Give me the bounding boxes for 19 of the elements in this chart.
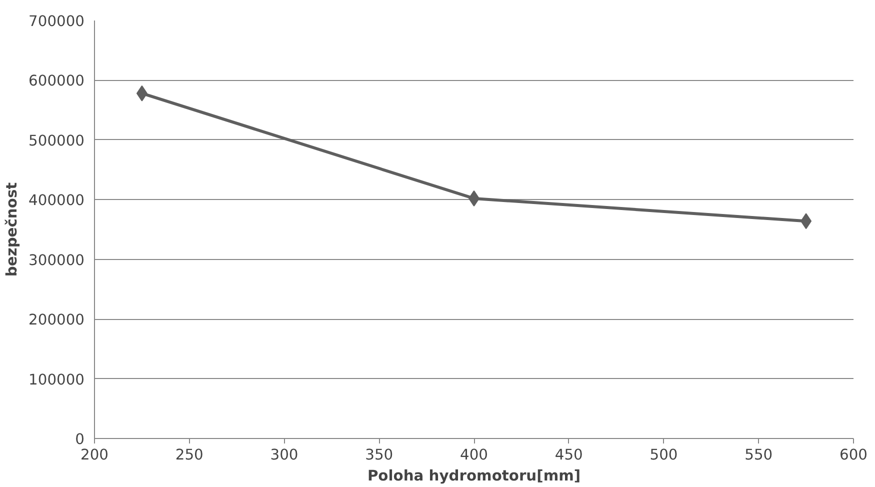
x-tick-label: 350 — [365, 446, 394, 464]
x-tick-label: 600 — [840, 446, 868, 464]
x-tick-label: 300 — [270, 446, 298, 464]
x-tick-label: 200 — [80, 446, 108, 464]
y-axis-title: bezpečnost — [4, 182, 21, 277]
y-tick-label: 100000 — [28, 371, 85, 388]
y-tick-label: 500000 — [28, 132, 85, 150]
y-tick-label: 0 — [75, 431, 85, 448]
y-tick-label: 600000 — [28, 72, 85, 90]
y-tick-label: 400000 — [28, 192, 85, 210]
x-axis-title: Poloha hydromotoru[mm] — [367, 468, 581, 484]
x-tick-label: 550 — [744, 446, 773, 464]
y-tick-label: 200000 — [28, 312, 85, 329]
y-tick-label: 700000 — [28, 13, 85, 30]
x-tick-label: 400 — [460, 446, 488, 464]
x-tick-label: 450 — [554, 446, 583, 464]
y-tick-label: 300000 — [28, 252, 85, 269]
x-tick-label: 250 — [175, 446, 204, 464]
x-tick-label: 500 — [650, 446, 678, 464]
